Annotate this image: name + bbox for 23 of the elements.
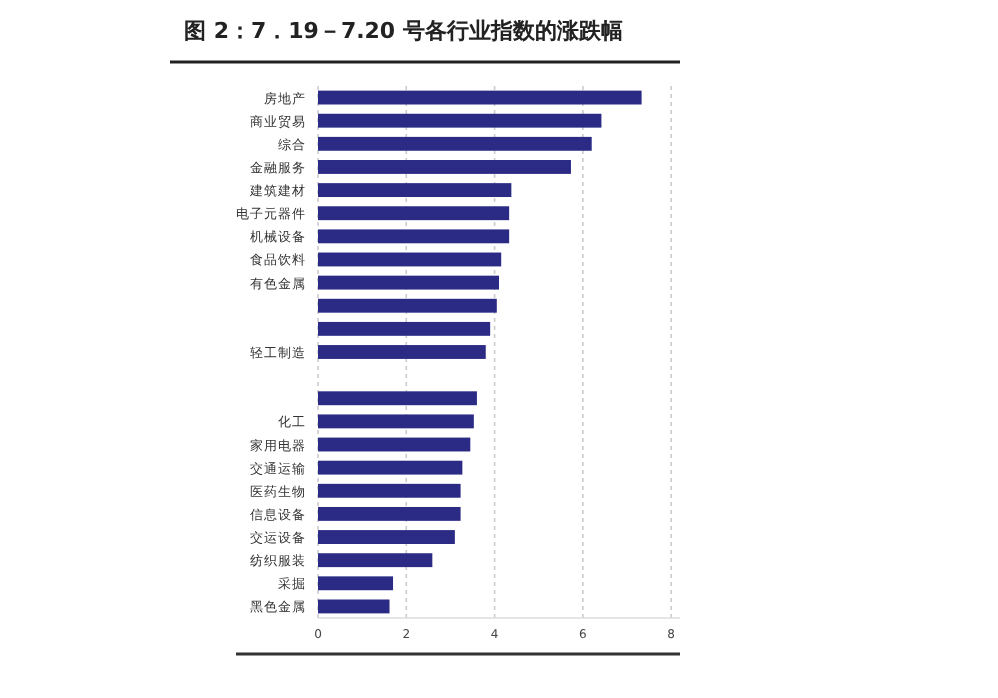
bar bbox=[318, 483, 461, 498]
bar bbox=[318, 530, 455, 544]
bar bbox=[318, 414, 474, 429]
bar bbox=[318, 506, 461, 521]
bar bbox=[318, 345, 486, 359]
bar bbox=[318, 576, 394, 591]
bar bbox=[318, 252, 502, 267]
bar bbox=[318, 298, 497, 313]
title: 图 2：7．19－7.20 号各行业指数的涨跌幅 bbox=[184, 18, 623, 44]
bar bbox=[318, 136, 592, 151]
bar bbox=[318, 206, 510, 221]
bar bbox=[318, 391, 477, 406]
bar bbox=[318, 553, 433, 568]
bar bbox=[318, 460, 463, 475]
bar bbox=[318, 599, 390, 614]
bar bbox=[318, 90, 642, 105]
bar bbox=[318, 229, 510, 244]
bar bbox=[318, 437, 471, 452]
bar bbox=[318, 160, 571, 174]
bar bbox=[318, 113, 602, 128]
bar bbox=[318, 275, 499, 290]
bar bbox=[318, 183, 512, 198]
bar bbox=[318, 321, 491, 336]
